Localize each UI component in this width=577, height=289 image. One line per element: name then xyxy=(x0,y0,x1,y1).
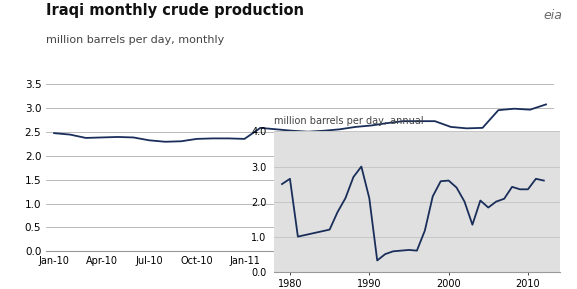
Text: eia: eia xyxy=(544,9,563,22)
Text: million barrels per day, monthly: million barrels per day, monthly xyxy=(46,35,224,45)
Text: million barrels per day, annual: million barrels per day, annual xyxy=(274,116,424,126)
Text: Iraqi monthly crude production: Iraqi monthly crude production xyxy=(46,3,304,18)
